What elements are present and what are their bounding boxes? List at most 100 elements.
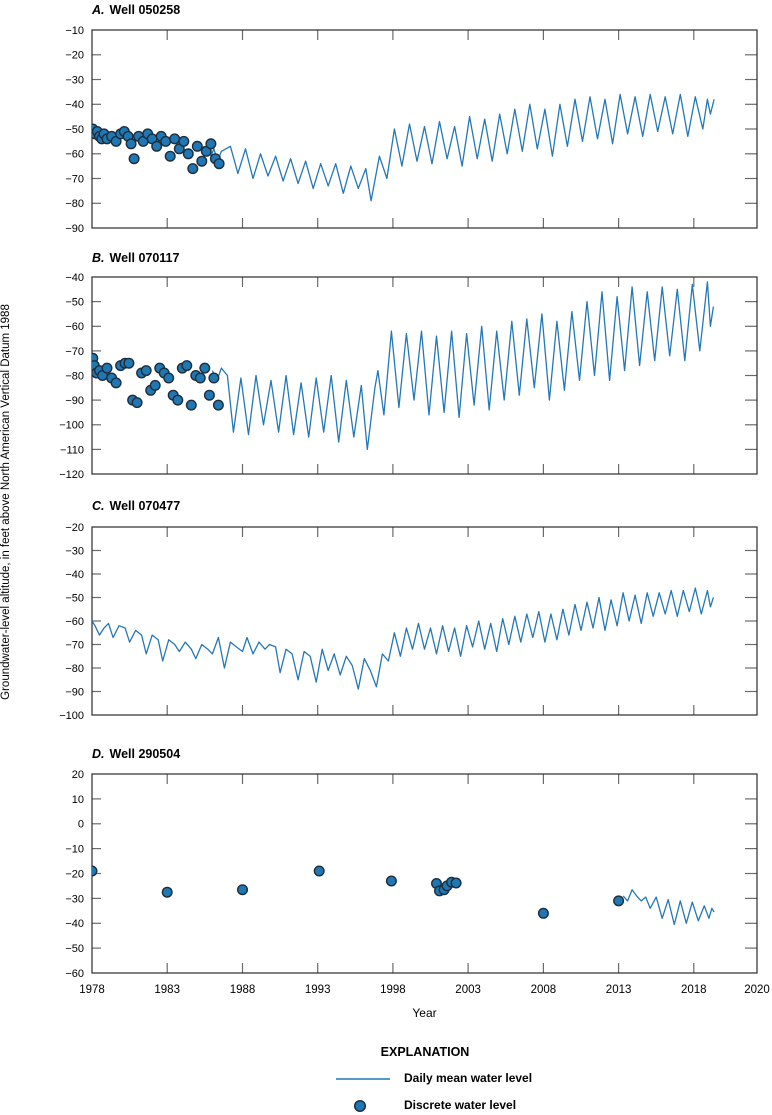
x-tick-label: 1993 xyxy=(305,984,331,996)
discrete-point xyxy=(92,865,98,877)
panel-b-letter: B. xyxy=(92,251,105,265)
svg-text:−80: −80 xyxy=(65,198,84,210)
x-axis-label: Year xyxy=(412,1006,437,1020)
x-tick-label: 2020 xyxy=(744,984,770,996)
discrete-point xyxy=(123,357,135,369)
discrete-point xyxy=(164,150,176,162)
svg-text:−60: −60 xyxy=(65,616,84,628)
discrete-point xyxy=(161,886,173,898)
panel-c-daily-line xyxy=(92,587,715,690)
svg-text:20: 20 xyxy=(72,769,84,781)
svg-text:−30: −30 xyxy=(65,74,84,86)
panel-a-title: A. Well 050258 xyxy=(92,3,180,17)
svg-text:−50: −50 xyxy=(65,943,84,955)
discrete-point xyxy=(169,133,181,145)
discrete-point xyxy=(212,399,224,411)
panel-c-letter: C. xyxy=(92,499,105,513)
legend-discrete-point-label: Discrete water level xyxy=(404,1098,517,1112)
discrete-point xyxy=(185,399,197,411)
svg-text:−40: −40 xyxy=(65,272,84,284)
discrete-point xyxy=(151,140,163,152)
discrete-point xyxy=(385,875,397,887)
discrete-point xyxy=(178,135,190,147)
legend-daily-line-label: Daily mean water level xyxy=(404,1071,533,1085)
svg-text:−80: −80 xyxy=(65,370,84,382)
discrete-point xyxy=(537,907,549,919)
svg-text:−30: −30 xyxy=(65,893,84,905)
x-tick-label: 1983 xyxy=(154,984,180,996)
discrete-point xyxy=(125,138,137,150)
svg-text:−60: −60 xyxy=(65,968,84,980)
svg-text:−30: −30 xyxy=(65,545,84,557)
panel-c-well-name: Well 070477 xyxy=(109,499,181,513)
discrete-point xyxy=(182,148,194,160)
discrete-point xyxy=(110,377,122,389)
discrete-point xyxy=(181,360,193,372)
x-tick-label: 2013 xyxy=(606,984,632,996)
svg-text:−70: −70 xyxy=(65,173,84,185)
discrete-point xyxy=(205,138,217,150)
panel-c-title: C. Well 070477 xyxy=(92,499,180,513)
panel-d-plot: 20 10 0 −10 −20 −30 −40 −50 −60 1978 1983 1988 1993 1… xyxy=(65,769,769,996)
svg-text:−90: −90 xyxy=(65,223,84,235)
discrete-point xyxy=(128,153,140,165)
discrete-point xyxy=(450,877,462,889)
discrete-point xyxy=(172,394,184,406)
svg-text:−40: −40 xyxy=(65,918,84,930)
svg-text:−80: −80 xyxy=(65,663,84,675)
x-tick-label: 1978 xyxy=(79,984,105,996)
svg-text:−50: −50 xyxy=(65,592,84,604)
discrete-point xyxy=(194,372,206,384)
x-tick-label: 2003 xyxy=(455,984,481,996)
discrete-point xyxy=(191,140,203,152)
svg-text:−60: −60 xyxy=(65,321,84,333)
svg-text:−100: −100 xyxy=(59,710,84,722)
panel-d-well-name: Well 290504 xyxy=(109,747,181,761)
svg-text:−110: −110 xyxy=(60,444,84,456)
panel-b-daily-line xyxy=(211,281,715,451)
panel-d-title: D. Well 290504 xyxy=(92,747,180,761)
svg-text:−40: −40 xyxy=(65,99,84,111)
discrete-point xyxy=(149,379,161,391)
panel-c-plot: −20 −30 −40 −50 −60 −70 −80 −90 −100 xyxy=(59,522,758,722)
svg-text:−70: −70 xyxy=(65,346,84,358)
panel-a-well-name: Well 050258 xyxy=(109,3,181,17)
svg-text:0: 0 xyxy=(78,819,84,831)
discrete-point xyxy=(187,163,199,175)
legend-title: EXPLANATION xyxy=(380,1045,470,1059)
panel-b-well-name: Well 070117 xyxy=(109,251,180,265)
svg-text:−90: −90 xyxy=(65,395,84,407)
x-tick-label: 2008 xyxy=(531,984,557,996)
discrete-point xyxy=(236,884,248,896)
x-tick-label: 1998 xyxy=(380,984,406,996)
discrete-point xyxy=(163,372,175,384)
discrete-point xyxy=(313,865,325,877)
x-tick-label: 1988 xyxy=(230,984,256,996)
panel-a-daily-line xyxy=(202,93,715,202)
discrete-point xyxy=(203,389,215,401)
svg-text:10: 10 xyxy=(72,794,84,806)
panel-b-plot: −40 −50 −60 −70 −80 −90 −100 −110 −120 xyxy=(59,272,758,481)
svg-text:−50: −50 xyxy=(65,124,84,136)
legend-discrete-point-sample xyxy=(353,1099,367,1113)
x-tick-label: 2018 xyxy=(681,984,707,996)
svg-text:−50: −50 xyxy=(65,296,84,308)
discrete-point xyxy=(160,135,172,147)
discrete-point xyxy=(196,155,208,167)
discrete-point xyxy=(140,365,152,377)
panel-a-plot: −10 −20 −30 −40 −50 −60 −70 −80 −90 xyxy=(65,25,758,235)
panel-b-title: B. Well 070117 xyxy=(92,251,179,265)
discrete-point xyxy=(613,895,625,907)
svg-text:−60: −60 xyxy=(65,149,84,161)
discrete-point xyxy=(131,397,143,409)
discrete-point xyxy=(101,362,113,374)
svg-text:−20: −20 xyxy=(65,868,84,880)
discrete-point xyxy=(213,158,225,170)
y-axis-label: Groundwater-level altitude, in feet abov… xyxy=(0,304,12,700)
discrete-point xyxy=(208,372,220,384)
svg-text:−20: −20 xyxy=(65,522,84,534)
discrete-point xyxy=(199,362,211,374)
svg-text:−20: −20 xyxy=(65,50,84,62)
